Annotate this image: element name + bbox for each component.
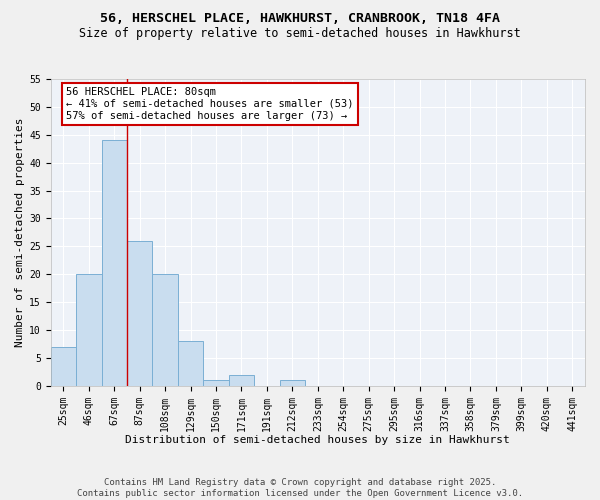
Bar [203,380,229,386]
Bar [76,274,101,386]
Y-axis label: Number of semi-detached properties: Number of semi-detached properties [15,118,25,347]
Bar [178,341,203,386]
Bar [127,241,152,386]
X-axis label: Distribution of semi-detached houses by size in Hawkhurst: Distribution of semi-detached houses by … [125,435,510,445]
Text: Size of property relative to semi-detached houses in Hawkhurst: Size of property relative to semi-detach… [79,28,521,40]
Text: 56, HERSCHEL PLACE, HAWKHURST, CRANBROOK, TN18 4FA: 56, HERSCHEL PLACE, HAWKHURST, CRANBROOK… [100,12,500,26]
Text: Contains HM Land Registry data © Crown copyright and database right 2025.
Contai: Contains HM Land Registry data © Crown c… [77,478,523,498]
Bar [101,140,127,386]
Text: 56 HERSCHEL PLACE: 80sqm
← 41% of semi-detached houses are smaller (53)
57% of s: 56 HERSCHEL PLACE: 80sqm ← 41% of semi-d… [66,88,353,120]
Bar [152,274,178,386]
Bar [280,380,305,386]
Bar [229,374,254,386]
Bar [50,347,76,386]
